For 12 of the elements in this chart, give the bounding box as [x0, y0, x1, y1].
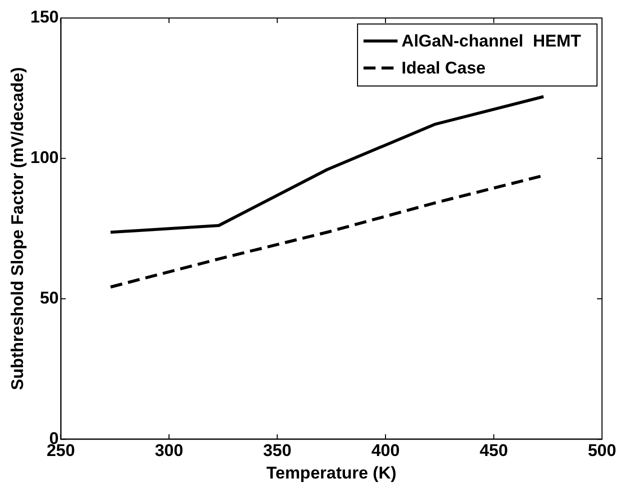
y-tick-label: 100	[30, 148, 59, 168]
x-tick-label: 400	[371, 441, 400, 460]
x-axis-title: Temperature (K)	[266, 463, 396, 482]
x-tick-label: 450	[480, 441, 508, 460]
x-tick-label: 350	[263, 441, 292, 460]
x-tick-label: 500	[588, 441, 616, 460]
y-tick-label: 50	[40, 288, 59, 308]
x-tick-label: 300	[154, 441, 184, 460]
y-axis-title: Subthreshold Slope Factor (mV/decade)	[8, 67, 27, 390]
y-tick-label: 150	[30, 8, 59, 27]
legend-label: Ideal Case	[402, 58, 486, 78]
legend-label: AlGaN-channel HEMT	[402, 32, 582, 51]
